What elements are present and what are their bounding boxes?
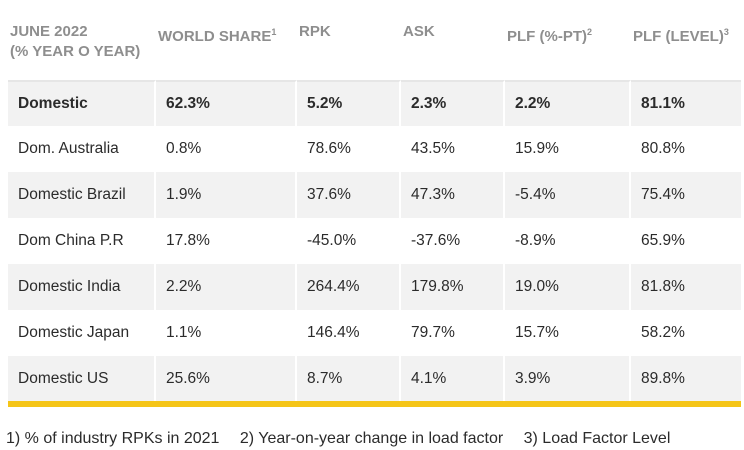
header-world-share: WORLD SHARE1: [156, 8, 297, 80]
footnote-3: 3) Load Factor Level: [523, 430, 671, 447]
header-period: JUNE 2022 (% YEAR O YEAR): [8, 8, 156, 80]
traffic-table: JUNE 2022 (% YEAR O YEAR) WORLD SHARE1 R…: [8, 8, 741, 402]
cell-plf-pt: -5.4%: [505, 172, 631, 218]
cell-plf-pt: 3.9%: [505, 356, 631, 402]
table-row: Dom China P.R 17.8% -45.0% -37.6% -8.9% …: [8, 218, 741, 264]
cell-plf-level: 89.8%: [631, 356, 741, 402]
header-plf-pt-label: PLF (%-PT): [507, 28, 587, 45]
table-row-domestic: Domestic 62.3% 5.2% 2.3% 2.2% 81.1%: [8, 80, 741, 126]
footnote-ref-3: 3: [723, 27, 729, 37]
header-ask: ASK: [401, 8, 505, 80]
cell-rpk: 8.7%: [297, 356, 401, 402]
footnotes: 1) % of industry RPKs in 2021 2) Year-on…: [6, 430, 686, 448]
cell-world-share: 25.6%: [156, 356, 297, 402]
cell-market: Domestic Japan: [8, 310, 156, 356]
footnote-ref-2: 2: [587, 27, 593, 37]
cell-ask: 2.3%: [401, 80, 505, 126]
header-period-line1: JUNE 2022: [10, 23, 88, 40]
cell-rpk: 78.6%: [297, 126, 401, 172]
footnote-2: 2) Year-on-year change in load factor: [239, 430, 504, 447]
header-rpk: RPK: [297, 8, 401, 80]
header-plf-level-label: PLF (LEVEL): [633, 28, 724, 45]
cell-plf-level: 58.2%: [631, 310, 741, 356]
cell-world-share: 1.1%: [156, 310, 297, 356]
cell-ask: 179.8%: [401, 264, 505, 310]
header-plf-pt: PLF (%-PT)2: [505, 8, 631, 80]
cell-plf-pt: -8.9%: [505, 218, 631, 264]
cell-plf-pt: 19.0%: [505, 264, 631, 310]
cell-plf-level: 80.8%: [631, 126, 741, 172]
cell-rpk: -45.0%: [297, 218, 401, 264]
header-plf-level: PLF (LEVEL)3: [631, 8, 741, 80]
cell-ask: -37.6%: [401, 218, 505, 264]
cell-rpk: 264.4%: [297, 264, 401, 310]
cell-market: Dom China P.R: [8, 218, 156, 264]
cell-ask: 4.1%: [401, 356, 505, 402]
cell-world-share: 62.3%: [156, 80, 297, 126]
cell-market: Domestic US: [8, 356, 156, 402]
cell-plf-pt: 2.2%: [505, 80, 631, 126]
cell-market: Domestic India: [8, 264, 156, 310]
table-row: Domestic Japan 1.1% 146.4% 79.7% 15.7% 5…: [8, 310, 741, 356]
table-row: Domestic Brazil 1.9% 37.6% 47.3% -5.4% 7…: [8, 172, 741, 218]
header-period-line2: (% YEAR O YEAR): [10, 43, 141, 60]
table-row: Domestic India 2.2% 264.4% 179.8% 19.0% …: [8, 264, 741, 310]
table-row: Domestic US 25.6% 8.7% 4.1% 3.9% 89.8%: [8, 356, 741, 402]
cell-ask: 79.7%: [401, 310, 505, 356]
cell-world-share: 0.8%: [156, 126, 297, 172]
cell-world-share: 1.9%: [156, 172, 297, 218]
cell-market: Domestic: [8, 80, 156, 126]
cell-plf-level: 75.4%: [631, 172, 741, 218]
table-row: Dom. Australia 0.8% 78.6% 43.5% 15.9% 80…: [8, 126, 741, 172]
footnote-1: 1) % of industry RPKs in 2021: [6, 430, 220, 447]
accent-bar: [8, 401, 741, 407]
cell-rpk: 5.2%: [297, 80, 401, 126]
cell-plf-level: 65.9%: [631, 218, 741, 264]
cell-rpk: 37.6%: [297, 172, 401, 218]
cell-plf-pt: 15.7%: [505, 310, 631, 356]
cell-plf-level: 81.1%: [631, 80, 741, 126]
cell-world-share: 2.2%: [156, 264, 297, 310]
header-world-share-label: WORLD SHARE: [158, 28, 272, 45]
header-row: JUNE 2022 (% YEAR O YEAR) WORLD SHARE1 R…: [8, 8, 741, 80]
cell-world-share: 17.8%: [156, 218, 297, 264]
cell-plf-level: 81.8%: [631, 264, 741, 310]
footnote-ref-1: 1: [271, 27, 277, 37]
cell-market: Dom. Australia: [8, 126, 156, 172]
cell-market: Domestic Brazil: [8, 172, 156, 218]
cell-ask: 47.3%: [401, 172, 505, 218]
cell-rpk: 146.4%: [297, 310, 401, 356]
cell-plf-pt: 15.9%: [505, 126, 631, 172]
cell-ask: 43.5%: [401, 126, 505, 172]
